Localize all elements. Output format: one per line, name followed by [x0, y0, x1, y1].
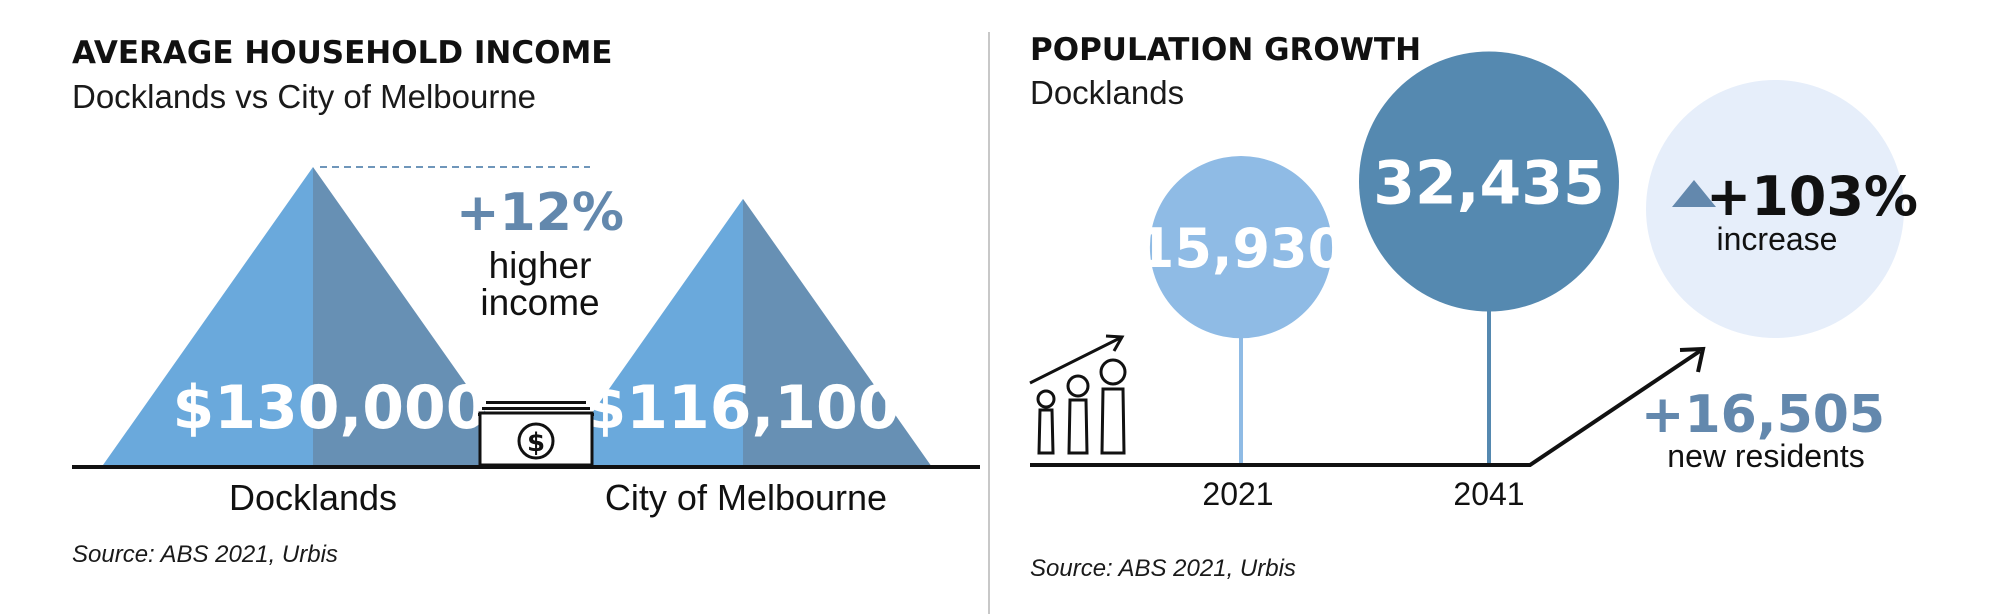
value-label-melbourne: $116,100 — [584, 373, 899, 443]
population-baseline-arrow — [1030, 349, 1702, 467]
year-label-2041: 2041 — [1453, 476, 1524, 512]
category-label-docklands: Docklands — [229, 477, 397, 518]
dollar-money-stack-icon: $ — [478, 401, 594, 467]
pyramid-docklands-light-face — [103, 167, 313, 465]
pyramid-melbourne-light-face — [555, 198, 743, 465]
bubble-2041 — [1359, 51, 1619, 312]
population-subtitle: Docklands — [1030, 74, 1184, 111]
income-title: AVERAGE HOUSEHOLD INCOME — [72, 35, 613, 71]
population-source: Source: ABS 2021, Urbis — [1030, 555, 1296, 582]
value-label-2021: 15,930 — [1137, 217, 1345, 280]
up-triangle-icon — [1672, 180, 1716, 207]
value-label-2041: 32,435 — [1373, 149, 1605, 219]
people-growth-icon — [1029, 334, 1127, 455]
percent-increase-bubble — [1646, 80, 1904, 338]
pyramid-docklands-dark-face — [313, 167, 523, 465]
arrow-head-icon — [1679, 346, 1706, 373]
year-label-2021: 2021 — [1202, 476, 1273, 512]
value-label-docklands: $130,000 — [172, 373, 487, 443]
new-residents-value: +16,505 — [1641, 385, 1885, 445]
percent-increase-value: +103% — [1706, 165, 1918, 228]
category-label-melbourne: City of Melbourne — [605, 477, 887, 518]
svg-text:$: $ — [527, 428, 545, 458]
population-title: POPULATION GROWTH — [1030, 32, 1421, 68]
income-source: Source: ABS 2021, Urbis — [72, 541, 338, 568]
pyramid-city-of-melbourne — [555, 198, 931, 465]
percent-increase-label: increase — [1717, 221, 1838, 257]
bubble-2021 — [1149, 156, 1333, 339]
new-residents-label: new residents — [1667, 438, 1864, 474]
pyramid-melbourne-dark-face — [743, 198, 931, 465]
income-diff-value: +12% — [456, 183, 624, 243]
income-diff-line1: higher — [489, 245, 592, 286]
income-diff-line2: income — [480, 282, 599, 323]
income-subtitle: Docklands vs City of Melbourne — [72, 78, 536, 115]
pyramid-docklands — [103, 167, 523, 465]
